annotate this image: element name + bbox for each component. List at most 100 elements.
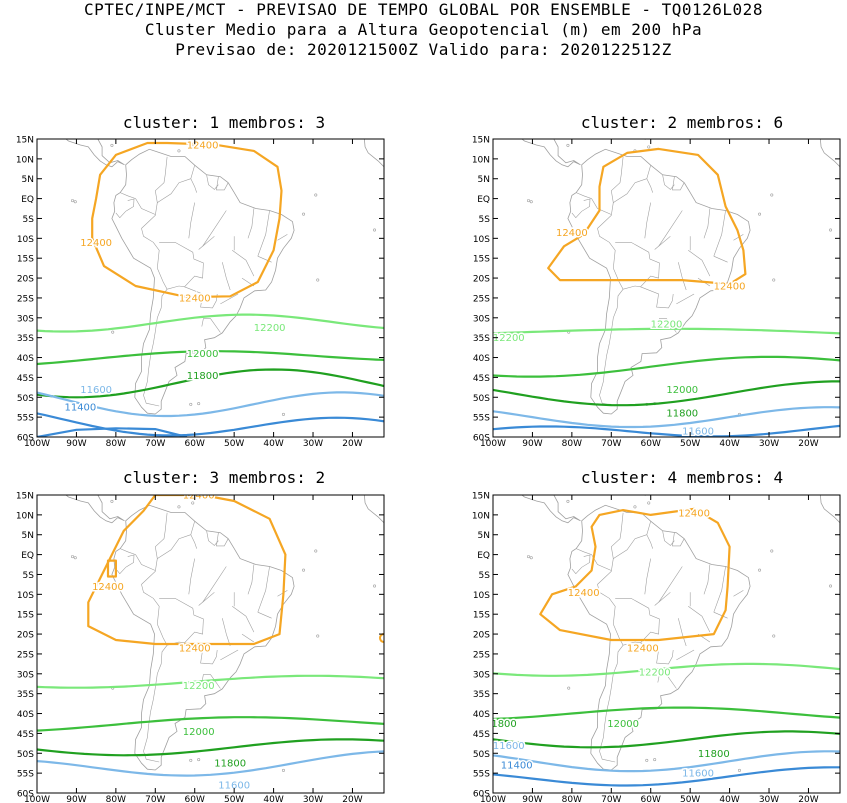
country-border [222, 262, 231, 291]
island-outline [526, 555, 530, 559]
contour-label: 12400 [179, 643, 211, 654]
island-outline [111, 330, 115, 334]
lat-tick-label: 60S [17, 790, 34, 800]
country-border [202, 566, 227, 603]
country-border [184, 642, 218, 665]
lat-tick-label: 50S [17, 394, 34, 404]
panel-1-title: cluster: 1 membros: 3 [122, 113, 326, 132]
lat-tick-label: 10N [472, 155, 490, 165]
country-border [159, 242, 204, 290]
country-border [703, 208, 711, 239]
island-outline [526, 199, 530, 203]
panel-3-title: cluster: 3 membros: 2 [122, 468, 326, 487]
lat-tick-label: 20S [473, 275, 490, 285]
country-border [232, 606, 255, 633]
country-border [159, 598, 204, 646]
lat-tick-label: 15S [17, 255, 34, 265]
contour-label: 12400 [179, 293, 211, 304]
island-outline [373, 584, 377, 588]
country-border [157, 178, 191, 203]
lat-tick-label: 30S [17, 314, 34, 324]
contour-label: 12400 [627, 643, 659, 654]
island-outline [737, 768, 741, 772]
contour-label: 11800 [698, 749, 730, 760]
contour-12400 [106, 559, 117, 578]
lat-tick-label: 5N [22, 531, 34, 541]
contour-label: 12200 [254, 323, 286, 334]
country-border [658, 210, 683, 247]
island-outline [302, 212, 306, 216]
island-outline [189, 758, 193, 762]
island-outline [316, 278, 320, 282]
contour-11600 [37, 750, 384, 777]
map-frame [492, 494, 841, 794]
country-border [232, 250, 255, 277]
contour-12200 [493, 327, 840, 335]
island-outline [177, 149, 181, 153]
contour-11800 [493, 730, 840, 749]
lat-tick-label: 40S [473, 710, 490, 720]
lon-tick-label: 80W [562, 795, 582, 803]
lon-tick-label: 100W [24, 439, 50, 449]
contour-11400 [37, 427, 188, 437]
island-outline [70, 199, 74, 203]
contour-11400 [37, 412, 384, 437]
lon-tick-label: 100W [480, 795, 506, 803]
lon-tick-label: 60W [641, 795, 661, 803]
contour-label: 12400 [80, 238, 112, 249]
contour-12400 [547, 147, 747, 286]
contour-12400 [87, 495, 287, 646]
country-border [571, 554, 591, 575]
contour-12000 [493, 355, 840, 378]
lon-tick-label: 60W [185, 439, 205, 449]
island-outline [373, 228, 377, 232]
south-america-outline [111, 504, 295, 771]
country-border [120, 548, 156, 571]
lat-tick-label: 5S [23, 215, 35, 225]
country-border [613, 534, 647, 559]
lat-tick-label: 15S [473, 255, 490, 265]
panel-4-title: cluster: 4 membros: 4 [580, 468, 784, 487]
country-border [657, 318, 677, 333]
island-outline [110, 143, 114, 147]
country-border [241, 633, 255, 643]
contour-label: 12400 [556, 228, 588, 239]
contour-11400 [493, 766, 840, 787]
contour-label: 11400 [64, 403, 96, 414]
lon-tick-label: 20W [342, 795, 362, 803]
country-border [672, 532, 685, 547]
contour-11800 [493, 380, 840, 407]
island-outline [197, 402, 201, 406]
country-border [143, 267, 168, 407]
country-border [115, 198, 135, 219]
island-outline [647, 501, 651, 505]
lat-tick-label: 10S [473, 235, 490, 245]
lat-tick-label: 55S [473, 414, 490, 424]
africa-outline [363, 495, 384, 524]
lat-tick-label: 35S [17, 334, 34, 344]
lat-tick-label: 30S [473, 670, 490, 680]
island-outline [770, 193, 774, 197]
contour-label: 11600 [682, 427, 714, 438]
country-border [599, 267, 624, 407]
country-border [202, 210, 227, 247]
header-line-3: Previsao de: 2020121500Z Valido para: 20… [175, 40, 672, 59]
contour-label: 11800 [187, 371, 219, 382]
island-outline [758, 568, 762, 572]
lat-tick-label: 5S [23, 571, 35, 581]
country-border [597, 156, 624, 269]
contour-label: 12400 [568, 588, 600, 599]
country-border [713, 611, 728, 619]
country-border [676, 649, 695, 661]
country-border [644, 558, 651, 595]
lat-tick-label: 30S [473, 314, 490, 324]
country-border [672, 176, 685, 191]
island-outline [281, 412, 285, 416]
country-border [676, 293, 695, 305]
country-border [257, 566, 270, 613]
lon-tick-label: 70W [601, 439, 621, 449]
country-border [713, 210, 726, 257]
lon-tick-label: 80W [106, 439, 126, 449]
contour-label: 11800 [485, 719, 517, 730]
contour-label: 11400 [501, 761, 533, 772]
